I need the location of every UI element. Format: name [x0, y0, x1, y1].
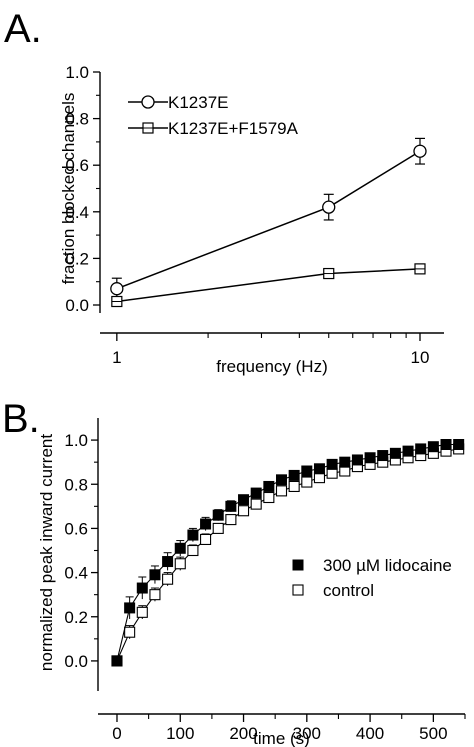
data-point-b-0 [351, 454, 363, 466]
data-point-b-0 [364, 452, 376, 464]
data-point-b-0 [440, 439, 452, 450]
panel-b-label: B. [2, 397, 40, 441]
data-point-b-1 [225, 514, 237, 526]
data-point-b-1 [212, 522, 224, 534]
data-point-b-0 [326, 458, 338, 470]
x-tick-label-b: 200 [229, 724, 257, 743]
panel-a-label: A. [4, 7, 42, 51]
y-tick-label-a: 0.6 [65, 156, 89, 175]
data-point-b-1 [187, 544, 199, 557]
series-line-b-0 [116, 443, 459, 662]
legend-label-a-1: K1237E+F1579A [168, 119, 299, 138]
data-point-b-0 [377, 450, 389, 462]
x-tick-label-b: 300 [293, 724, 321, 743]
data-point-b-0 [288, 469, 300, 481]
legend-label-a-0: K1237E [168, 93, 229, 112]
legend-marker-a-0 [141, 95, 155, 109]
series-line-b-1 [116, 448, 459, 662]
x-tick-label-b: 400 [356, 724, 384, 743]
data-point-b-1 [237, 505, 250, 517]
data-point-b-0 [238, 494, 250, 506]
data-point-b-1 [136, 606, 148, 618]
y-axis-title-a: fraction blocked channels [59, 93, 78, 285]
y-axis-title-b: normalized peak inward current [37, 434, 56, 671]
data-point-b-0 [427, 441, 439, 453]
y-tick-label-b: 0.6 [64, 519, 88, 538]
data-point-a-0 [322, 200, 336, 214]
y-tick-label-a: 0.4 [65, 203, 89, 222]
data-point-b-0 [111, 655, 123, 667]
x-tick-label-b: 0 [112, 724, 121, 743]
data-point-b-0 [162, 556, 174, 568]
data-point-b-0 [124, 602, 136, 614]
data-point-b-0 [313, 463, 325, 475]
x-axis-title-a: frequency (Hz) [216, 357, 327, 376]
data-point-b-1 [288, 480, 300, 493]
y-tick-label-b: 0.2 [64, 608, 88, 627]
series-line-a-1 [116, 268, 421, 303]
data-point-b-1 [174, 558, 186, 570]
data-point-b-1 [162, 573, 174, 585]
data-point-a-0 [110, 282, 124, 296]
x-axis-title-b: time (s) [253, 729, 310, 747]
data-point-b-1 [275, 485, 288, 497]
data-point-b-0 [187, 529, 199, 541]
data-point-b-0 [276, 474, 287, 486]
data-point-b-0 [200, 518, 212, 530]
data-point-b-0 [339, 456, 351, 468]
y-tick-label-b: 0.4 [64, 564, 88, 583]
legend-marker-b-0 [292, 559, 304, 571]
data-point-b-0 [225, 500, 237, 512]
data-point-b-0 [250, 487, 262, 499]
data-point-b-0 [174, 542, 186, 554]
legend-label-b-1: control [323, 581, 374, 600]
chart-panel-b: 0.0 0.2 0.4 0.6 0.8 1.0 0 100 200 300 400 500 time (… [37, 418, 466, 747]
data-point-b-0 [149, 569, 161, 581]
y-tick-label-a: 0.2 [65, 249, 89, 268]
data-point-b-0 [402, 445, 414, 457]
y-tick-label-a: 1.0 [65, 63, 89, 82]
y-tick-label-a: 0.8 [65, 110, 89, 129]
data-point-b-0 [415, 443, 427, 455]
data-point-b-0 [389, 447, 401, 459]
data-point-b-1 [124, 626, 136, 638]
data-point-b-1 [301, 476, 313, 488]
data-point-b-1 [263, 491, 275, 504]
series-line-a-0 [116, 150, 421, 290]
x-tick-label-b: 500 [419, 724, 447, 743]
data-point-b-1 [200, 533, 212, 546]
data-point-b-1 [250, 498, 262, 510]
data-point-b-0 [263, 480, 275, 492]
chart-panel-a: 0.0 0.2 0.4 0.6 0.8 1.0 1 10 frequency (Hz) fract… [59, 63, 444, 376]
x-tick-label-a: 1 [112, 348, 121, 367]
data-point-b-0 [301, 465, 313, 477]
legend-label-b-0: 300 µM lidocaine [323, 556, 452, 575]
data-point-b-0 [136, 582, 148, 594]
data-point-b-0 [453, 439, 465, 450]
y-tick-label-b: 1.0 [64, 431, 88, 450]
data-point-b-0 [212, 509, 224, 521]
y-tick-label-b: 0.8 [64, 475, 88, 494]
x-tick-label-a: 10 [411, 348, 430, 367]
data-point-b-1 [149, 589, 161, 601]
legend-marker-b-1 [292, 584, 304, 596]
y-tick-label-b: 0.0 [64, 652, 88, 671]
y-tick-label-a: 0.0 [65, 296, 89, 315]
x-tick-label-b: 100 [166, 724, 194, 743]
data-point-a-0 [413, 144, 427, 158]
